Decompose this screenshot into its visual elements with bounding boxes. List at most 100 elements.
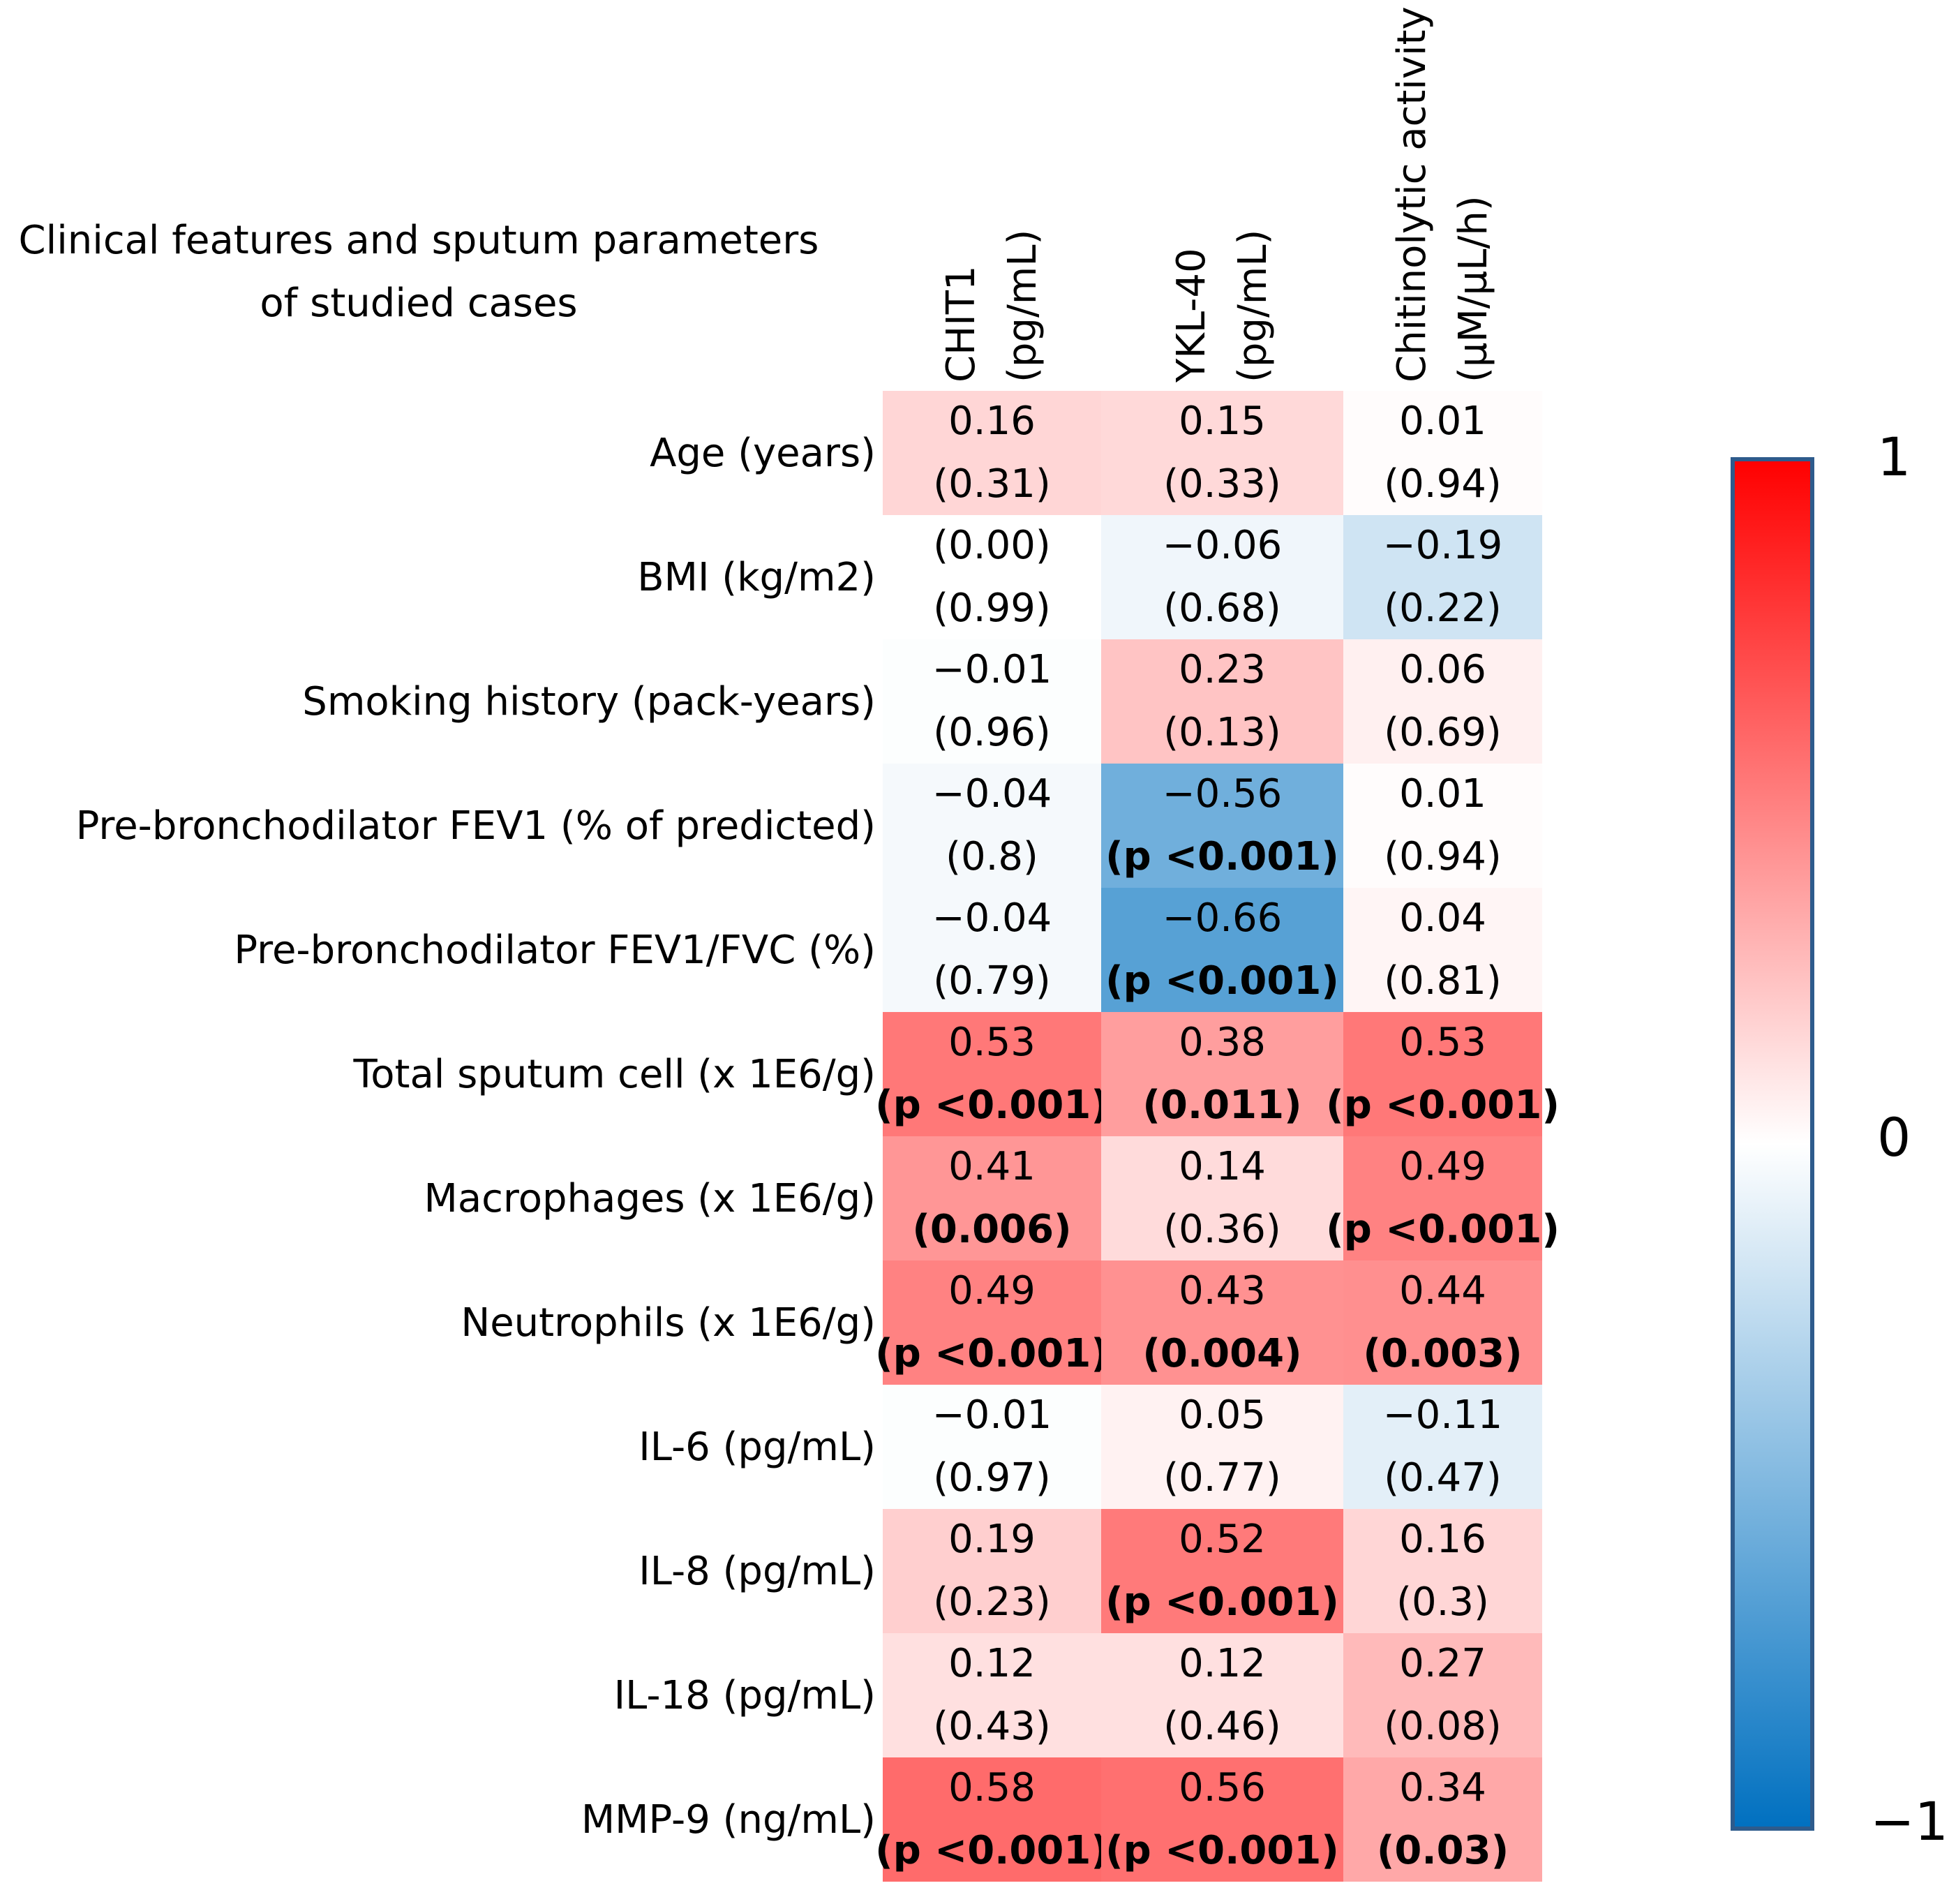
cell-value: 0.44	[1399, 1268, 1486, 1314]
cell-p-value: (0.3)	[1396, 1579, 1489, 1625]
cell-value: 0.04	[1399, 895, 1486, 941]
chart-title-line-2: of studied cases	[260, 281, 578, 326]
row-label-1: BMI (kg/m2)	[637, 554, 876, 600]
cell-p-value: (0.68)	[1163, 586, 1281, 631]
cell-p-value: (0.79)	[933, 958, 1051, 1004]
cell-p-value: (0.36)	[1163, 1207, 1281, 1252]
cell-value: 0.23	[1179, 647, 1266, 692]
heatmap-cell: −0.56 (p <0.001)	[1101, 764, 1343, 888]
cell-p-value: (p <0.001)	[875, 1083, 1109, 1128]
heatmap-cell: 0.49 (p <0.001)	[1326, 1136, 1560, 1260]
cell-p-value: (0.004)	[1142, 1331, 1302, 1376]
colorbar-tick-label: −1	[1870, 1790, 1949, 1852]
cell-value: −0.01	[932, 647, 1052, 692]
cell-value: 0.15	[1179, 399, 1266, 444]
row-label-3: Pre-bronchodilator FEV1 (% of predicted)	[75, 803, 876, 849]
colorbar-tick-label: 1	[1877, 426, 1911, 488]
cell-value: 0.12	[1179, 1641, 1266, 1686]
cell-value: 0.27	[1399, 1641, 1486, 1686]
cell-p-value: (p <0.001)	[1105, 1579, 1339, 1625]
cell-p-value: (0.006)	[912, 1207, 1072, 1252]
cell-p-value: (p <0.001)	[1326, 1083, 1560, 1128]
row-label-9: IL-8 (pg/mL)	[639, 1548, 876, 1594]
cell-value: 0.14	[1179, 1144, 1266, 1189]
heatmap-cell: 0.16 (0.3)	[1343, 1509, 1542, 1633]
cell-value: 0.49	[948, 1268, 1036, 1314]
heatmap-cell: 0.49 (p <0.001)	[875, 1260, 1109, 1385]
cell-value: 0.05	[1179, 1392, 1266, 1438]
heatmap-cell: 0.19 (0.23)	[883, 1509, 1101, 1633]
heatmap-cell: 0.15 (0.33)	[1101, 391, 1343, 515]
cell-value: 0.06	[1399, 647, 1486, 692]
row-label-5: Total sputum cell (x 1E6/g)	[353, 1051, 876, 1097]
cell-p-value: (0.03)	[1376, 1828, 1509, 1873]
heatmap-cell: 0.34 (0.03)	[1343, 1757, 1542, 1882]
heatmap-cell: −0.01 (0.97)	[883, 1385, 1101, 1509]
cell-value: 0.19	[948, 1517, 1036, 1562]
heatmap-cell: −0.04 (0.8)	[883, 764, 1101, 888]
heatmap-cell: 0.01 (0.94)	[1343, 764, 1542, 888]
cell-value: 0.52	[1179, 1517, 1266, 1562]
cell-value: 0.41	[948, 1144, 1036, 1189]
heatmap-cell: 0.38 (0.011)	[1101, 1012, 1343, 1136]
cell-p-value: (0.81)	[1384, 958, 1502, 1004]
cell-p-value: (p <0.001)	[1326, 1207, 1560, 1252]
cell-value: −0.06	[1162, 523, 1283, 568]
row-label-7: Neutrophils (x 1E6/g)	[461, 1300, 876, 1346]
cell-p-value: (0.08)	[1384, 1704, 1502, 1749]
heatmap-cell: 0.41 (0.006)	[883, 1136, 1101, 1260]
cell-value: 0.34	[1399, 1765, 1486, 1810]
cell-value: −0.01	[932, 1392, 1052, 1438]
cell-value: −0.56	[1162, 771, 1283, 817]
cell-value: −0.04	[932, 895, 1052, 941]
heatmap-cell: 0.05 (0.77)	[1101, 1385, 1343, 1509]
heatmap-cell: 0.14 (0.36)	[1101, 1136, 1343, 1260]
cell-p-value: (0.8)	[946, 834, 1038, 879]
heatmap-cell: (0.00) (0.99)	[883, 515, 1101, 639]
cell-p-value: (0.22)	[1384, 586, 1502, 631]
heatmap-cell: 0.56 (p <0.001)	[1101, 1757, 1343, 1882]
heatmap-cell: 0.04 (0.81)	[1343, 888, 1542, 1012]
row-label-8: IL-6 (pg/mL)	[639, 1424, 876, 1470]
heatmap-cell: −0.11 (0.47)	[1343, 1385, 1542, 1509]
cell-p-value: (0.011)	[1142, 1083, 1302, 1128]
cell-p-value: (p <0.001)	[1105, 834, 1339, 879]
cell-p-value: (0.97)	[933, 1455, 1051, 1501]
row-label-2: Smoking history (pack-years)	[302, 678, 876, 724]
row-label-11: MMP-9 (ng/mL)	[581, 1797, 876, 1843]
cell-value: 0.38	[1179, 1020, 1266, 1065]
cell-p-value: (0.94)	[1384, 834, 1502, 879]
cell-value: 0.53	[948, 1020, 1036, 1065]
cell-value: 0.16	[1399, 1517, 1486, 1562]
cell-value: 0.43	[1179, 1268, 1266, 1314]
chart-title: Clinical features and sputum parameters …	[14, 209, 823, 335]
cell-value: 0.01	[1399, 399, 1486, 444]
heatmap-cell: 0.53 (p <0.001)	[1326, 1012, 1560, 1136]
colorbar-tick-label: 0	[1877, 1106, 1911, 1168]
cell-value: 0.58	[948, 1765, 1036, 1810]
cell-value: −0.04	[932, 771, 1052, 817]
cell-p-value: (0.33)	[1163, 461, 1281, 507]
heatmap-cell: 0.53 (p <0.001)	[875, 1012, 1109, 1136]
cell-value: 0.16	[948, 399, 1036, 444]
heatmap-cell: 0.52 (p <0.001)	[1101, 1509, 1343, 1633]
cell-p-value: (0.31)	[933, 461, 1051, 507]
heatmap-cell: −0.19 (0.22)	[1343, 515, 1542, 639]
cell-p-value: (p <0.001)	[1105, 958, 1339, 1004]
cell-p-value: (p <0.001)	[875, 1828, 1109, 1873]
heatmap-cell: −0.01 (0.96)	[883, 639, 1101, 764]
row-label-4: Pre-bronchodilator FEV1/FVC (%)	[234, 927, 876, 973]
cell-value: 0.49	[1399, 1144, 1486, 1189]
cell-p-value: (0.43)	[933, 1704, 1051, 1749]
cell-value: −0.19	[1382, 523, 1503, 568]
cell-value: (0.00)	[933, 523, 1051, 568]
heatmap-cell: 0.27 (0.08)	[1343, 1633, 1542, 1757]
colorbar-bar	[1731, 457, 1814, 1831]
cell-p-value: (0.46)	[1163, 1704, 1281, 1749]
heatmap-cell: 0.12 (0.46)	[1101, 1633, 1343, 1757]
heatmap-cell: 0.16 (0.31)	[883, 391, 1101, 515]
cell-p-value: (0.47)	[1384, 1455, 1502, 1501]
heatmap-cell: 0.06 (0.69)	[1343, 639, 1542, 764]
